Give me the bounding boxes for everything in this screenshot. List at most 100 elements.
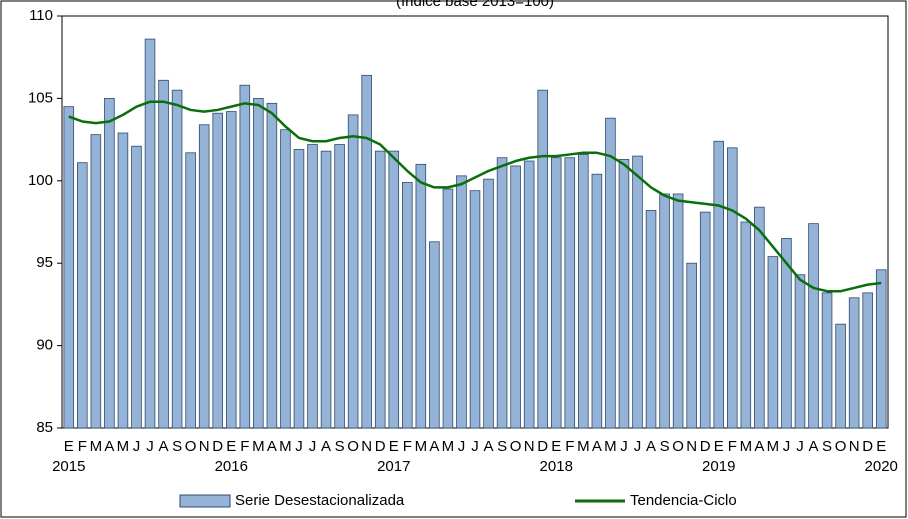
x-tick-label: F (728, 438, 737, 455)
x-tick-label: O (347, 438, 359, 455)
bar (835, 323, 846, 429)
bar (875, 269, 887, 429)
bar (456, 175, 467, 429)
x-tick-label: E (389, 438, 399, 455)
y-tick-label: 90 (36, 337, 53, 354)
year-label: 2015 (52, 458, 85, 475)
x-tick-label: M (577, 438, 590, 455)
x-tick-label: A (592, 438, 602, 455)
bar (699, 211, 711, 429)
x-tick-label: D (212, 438, 223, 455)
x-tick-label: E (64, 438, 74, 455)
bar (496, 157, 508, 429)
legend-label: Serie Desestacionalizada (235, 492, 405, 509)
chart-subtitle: (índice base 2013=100) (396, 0, 554, 10)
x-tick-label: M (604, 438, 617, 455)
bar (388, 150, 400, 429)
x-tick-label: M (117, 438, 130, 455)
bar (429, 241, 440, 429)
bar (686, 262, 697, 429)
x-tick-label: F (565, 438, 574, 455)
x-tick-label: J (458, 438, 466, 455)
year-label: 2017 (377, 458, 410, 475)
x-tick-label: D (862, 438, 873, 455)
x-tick-label: E (551, 438, 561, 455)
x-tick-label: M (279, 438, 292, 455)
bar (605, 117, 616, 429)
year-label: 2020 (865, 458, 898, 475)
bar (90, 134, 102, 429)
bar (158, 79, 169, 429)
x-tick-label: N (524, 438, 535, 455)
x-tick-label: S (660, 438, 670, 455)
trend-line (68, 100, 882, 293)
x-tick-label: E (876, 438, 886, 455)
x-tick-label: N (686, 438, 697, 455)
x-tick-label: J (133, 438, 141, 455)
bar (618, 158, 630, 429)
bar (253, 98, 264, 429)
x-tick-label: M (767, 438, 780, 455)
bar (63, 106, 75, 429)
x-tick-label: O (510, 438, 522, 455)
bar (442, 188, 454, 429)
x-tick-label: J (146, 438, 154, 455)
x-tick-label: O (185, 438, 197, 455)
bar (754, 206, 765, 429)
x-tick-label: A (484, 438, 494, 455)
x-tick-label: J (309, 438, 317, 455)
bar (334, 144, 345, 429)
x-tick-label: N (361, 438, 372, 455)
bar (280, 129, 291, 429)
bar (781, 238, 792, 429)
bar (767, 256, 779, 429)
x-tick-label: A (321, 438, 331, 455)
x-tick-label: A (809, 438, 819, 455)
x-tick-label: J (796, 438, 804, 455)
bar (117, 132, 129, 429)
bar (361, 74, 372, 429)
x-tick-label: E (226, 438, 236, 455)
legend-label: Tendencia-Ciclo (630, 492, 737, 509)
x-tick-label: N (199, 438, 210, 455)
x-tick-label: D (537, 438, 548, 455)
bar (266, 102, 278, 429)
y-tick-label: 100 (28, 172, 53, 189)
bar (225, 111, 237, 429)
bar (347, 114, 359, 429)
x-tick-label: M (415, 438, 428, 455)
bar (510, 165, 521, 429)
x-tick-label: M (90, 438, 103, 455)
bar (821, 292, 833, 429)
bar (104, 98, 115, 429)
y-tick-label: 110 (29, 7, 53, 24)
x-tick-label: J (620, 438, 628, 455)
x-tick-label: S (172, 438, 182, 455)
x-tick-label: D (375, 438, 386, 455)
bar (645, 210, 657, 429)
bar (727, 147, 738, 429)
bar (862, 292, 873, 429)
x-tick-label: J (634, 438, 642, 455)
x-tick-label: S (822, 438, 832, 455)
bar (415, 163, 427, 429)
y-tick-label: 105 (28, 89, 53, 106)
bar (374, 150, 386, 429)
bar (659, 193, 670, 429)
x-tick-label: O (835, 438, 847, 455)
bar (469, 190, 481, 429)
year-label: 2018 (540, 458, 573, 475)
y-tick-label: 85 (36, 419, 53, 436)
x-tick-label: A (267, 438, 277, 455)
x-tick-label: J (783, 438, 791, 455)
x-tick-label: A (429, 438, 439, 455)
x-tick-label: M (252, 438, 265, 455)
bar (713, 140, 725, 429)
bar (848, 297, 860, 429)
bar (550, 157, 562, 429)
x-tick-label: A (646, 438, 656, 455)
bar (212, 112, 223, 429)
bar (402, 182, 413, 429)
bar (307, 144, 318, 429)
